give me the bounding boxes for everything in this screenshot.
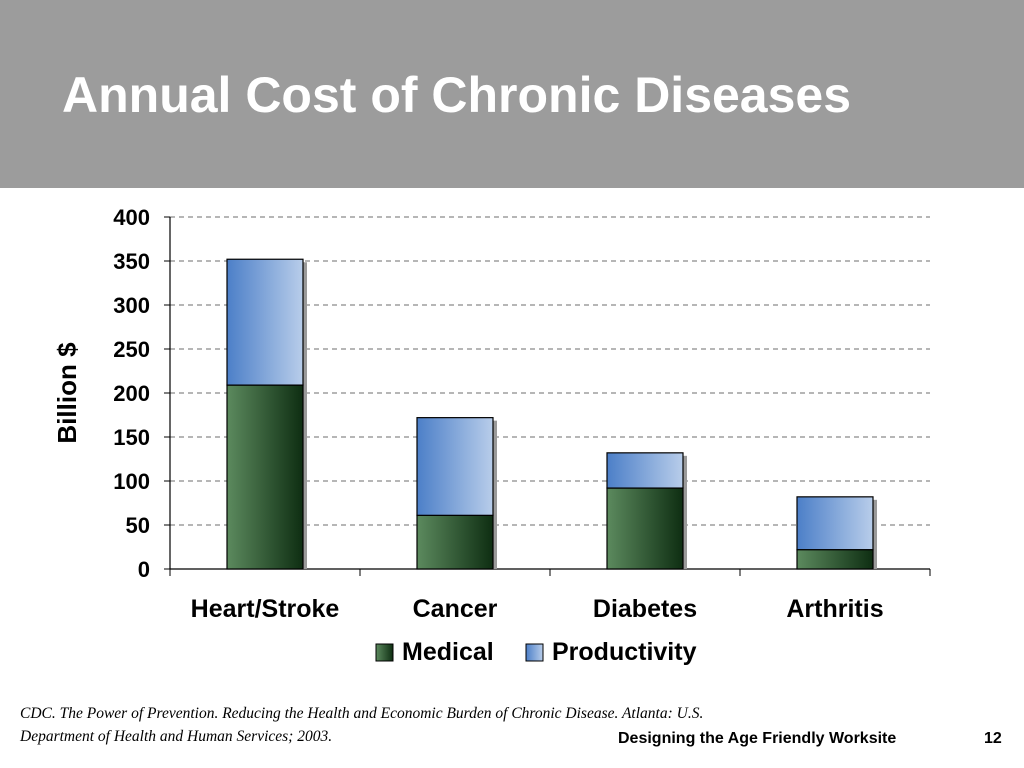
- y-tick-label: 350: [113, 249, 150, 274]
- citation: CDC. The Power of Prevention. Reducing t…: [20, 705, 704, 745]
- bar-medical-cancer: [416, 514, 494, 570]
- x-tick-label: Heart/Stroke: [191, 595, 340, 623]
- legend-swatch-productivity: [525, 643, 544, 662]
- y-tick-label: 150: [113, 425, 150, 450]
- bar-productivity-cancer: [416, 417, 494, 516]
- y-tick-label: 50: [126, 513, 150, 538]
- legend-label-medical: Medical: [402, 638, 494, 666]
- x-tick-label: Arthritis: [786, 595, 883, 623]
- bar-chart: 0 50 100 150 200 250 300 350 400 Heart/Stroke Canc…: [52, 205, 931, 666]
- legend: Medical Productivity: [375, 638, 697, 666]
- x-tick-label: Cancer: [413, 595, 498, 623]
- y-tick-label: 0: [138, 557, 150, 582]
- legend-swatch-medical: [375, 643, 394, 662]
- y-tick-label: 400: [113, 205, 150, 230]
- bar-productivity-heart-stroke: [226, 258, 304, 386]
- y-tick-label: 100: [113, 469, 150, 494]
- bar-productivity-arthritis: [796, 496, 874, 551]
- y-tick-label: 200: [113, 381, 150, 406]
- y-tick-label: 300: [113, 293, 150, 318]
- bar-productivity-diabetes: [606, 452, 684, 489]
- page-number: 12: [984, 730, 1002, 747]
- x-tick-label: Diabetes: [593, 595, 697, 623]
- bar-medical-diabetes: [606, 487, 684, 570]
- legend-label-productivity: Productivity: [552, 638, 697, 666]
- slide-title: Annual Cost of Chronic Diseases: [62, 67, 852, 123]
- bar-medical-heart-stroke: [226, 384, 304, 570]
- y-tick-label: 250: [113, 337, 150, 362]
- bar-medical-arthritis: [796, 549, 874, 570]
- footer-title: Designing the Age Friendly Worksite: [618, 730, 897, 747]
- title-bar: [0, 0, 1024, 188]
- y-axis-label: Billion $: [52, 342, 82, 444]
